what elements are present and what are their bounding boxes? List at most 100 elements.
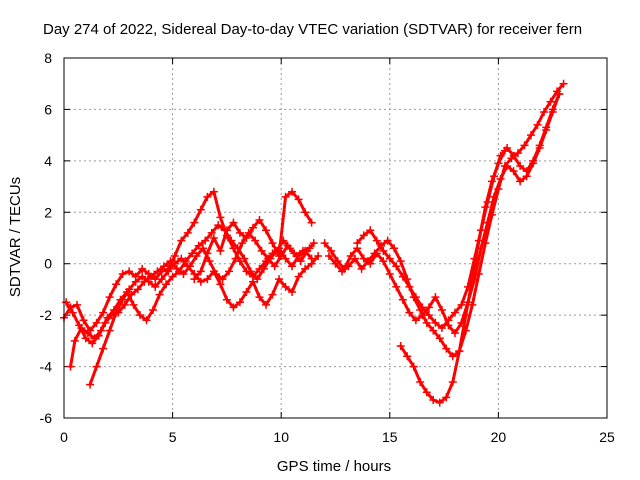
data-point — [231, 254, 240, 263]
data-point — [246, 267, 255, 276]
data-point — [403, 352, 412, 361]
grid — [64, 58, 607, 418]
data-point — [292, 252, 301, 260]
data-point — [390, 244, 399, 253]
data-point — [535, 141, 544, 150]
data-point — [99, 344, 108, 353]
data-point — [288, 288, 297, 296]
data-point — [209, 187, 218, 196]
data-point — [331, 259, 340, 268]
data-point — [259, 264, 268, 273]
data-point — [146, 272, 155, 281]
data-point — [196, 205, 205, 214]
data-point — [92, 318, 101, 327]
data-point — [138, 264, 147, 273]
data-point — [301, 208, 310, 217]
series-track-9 — [353, 90, 564, 332]
data-point — [359, 231, 368, 240]
data-point — [307, 218, 316, 227]
data-point — [424, 311, 433, 320]
data-point — [203, 192, 212, 201]
data-point — [411, 293, 420, 302]
data-point — [155, 290, 164, 299]
data-point — [66, 362, 75, 371]
data-point — [494, 185, 503, 194]
data-point — [281, 254, 290, 263]
data-point — [218, 275, 227, 284]
data-point — [463, 282, 472, 291]
data-point — [168, 272, 177, 281]
x-tick-label: 0 — [60, 429, 68, 445]
data-point — [435, 334, 444, 343]
data-point — [251, 236, 260, 245]
y-tick-label: 6 — [44, 101, 52, 117]
data-point — [203, 275, 212, 284]
data-point — [183, 262, 192, 271]
data-point — [461, 311, 470, 320]
data-point — [88, 339, 97, 348]
data-point — [222, 295, 231, 304]
y-tick-label: 0 — [44, 256, 52, 272]
data-point — [177, 254, 186, 263]
data-point — [470, 254, 479, 263]
data-point — [248, 223, 257, 232]
data-point — [520, 141, 529, 150]
data-point — [164, 267, 173, 276]
data-point — [418, 303, 427, 312]
data-point — [324, 252, 333, 260]
data-point — [138, 272, 147, 281]
data-point — [305, 244, 314, 253]
data-point — [118, 270, 127, 278]
data-point — [370, 249, 379, 258]
data-point — [357, 264, 366, 273]
data-point — [86, 380, 95, 389]
data-point — [442, 344, 451, 353]
data-point — [227, 236, 236, 245]
data-point — [448, 352, 457, 361]
data-point — [214, 221, 223, 230]
data-point — [166, 257, 175, 266]
data-point — [405, 308, 414, 317]
data-point — [261, 300, 270, 309]
data-point — [170, 252, 179, 260]
data-point — [112, 280, 121, 289]
data-point — [229, 218, 238, 227]
data-point — [540, 108, 549, 116]
data-point — [162, 280, 171, 289]
plot-frame — [63, 57, 608, 419]
series-track-6 — [320, 90, 564, 338]
data-point — [509, 151, 518, 160]
data-point — [450, 308, 459, 317]
data-point — [346, 252, 355, 260]
data-point — [405, 282, 414, 291]
data-point — [431, 293, 440, 302]
data-point — [261, 226, 270, 235]
data-point — [483, 198, 492, 206]
data-point — [196, 267, 205, 276]
data-point — [307, 259, 316, 268]
data-point — [559, 79, 568, 88]
data-point — [411, 316, 420, 325]
data-point — [366, 226, 375, 235]
data-point — [301, 264, 310, 273]
data-point — [216, 246, 225, 255]
data-point — [77, 324, 86, 332]
data-point — [255, 293, 264, 302]
y-tick-label: -4 — [40, 359, 53, 375]
data-point — [175, 267, 184, 276]
data-point — [235, 298, 244, 307]
data-point — [125, 285, 134, 294]
data-point — [364, 257, 373, 266]
data-point — [192, 252, 201, 260]
data-point — [96, 326, 105, 335]
data-point — [83, 329, 92, 338]
data-point — [157, 275, 166, 284]
data-point — [529, 156, 538, 165]
data-point — [383, 236, 392, 245]
y-tick-label: 8 — [44, 50, 52, 66]
data-point — [477, 226, 486, 235]
data-point — [90, 334, 99, 343]
data-point — [235, 228, 244, 237]
data-point — [385, 270, 394, 278]
data-point — [79, 316, 88, 325]
